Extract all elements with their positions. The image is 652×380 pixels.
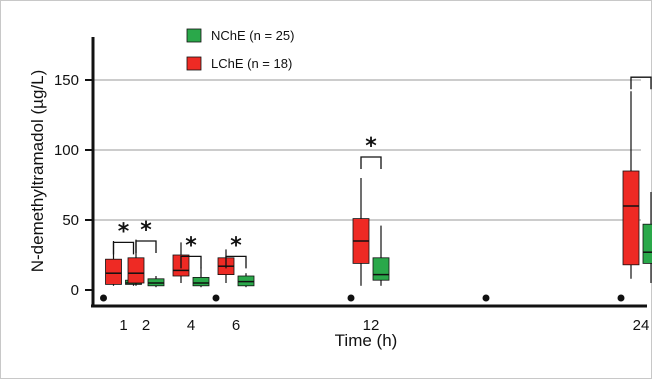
significance-star-2: * — [140, 218, 152, 243]
legend-label-nche: NChE (n = 25) — [211, 28, 294, 43]
bracket-24 — [630, 76, 652, 90]
legend-swatch-lche — [186, 56, 202, 71]
y-axis-title: N-demethyltramadol (µg/L) — [28, 70, 47, 273]
significance-star-4: * — [185, 233, 197, 258]
x-axis-title: Time (h) — [335, 331, 398, 350]
baseline-dot-24 — [617, 294, 625, 302]
x-tick-label-4: 4 — [187, 317, 195, 334]
x-tick-label-6: 6 — [232, 317, 240, 334]
nche-box-4 — [192, 276, 210, 287]
bracket-6 — [225, 255, 247, 269]
significance-star-1: * — [118, 219, 130, 244]
significance-star-12: * — [365, 134, 377, 159]
baseline-dot-1 — [100, 294, 107, 302]
x-tick-label-24: 24 — [633, 317, 650, 334]
x-tick-label-12: 12 — [363, 317, 380, 334]
x-tick-label-2: 2 — [142, 317, 150, 334]
legend-swatch-nche — [186, 28, 202, 43]
bracket-4 — [180, 255, 202, 269]
y-tick-label-50: 50 — [62, 212, 79, 229]
bracket-12 — [360, 156, 382, 169]
baseline-dot-6 — [212, 294, 220, 302]
lche-box-1 — [105, 258, 122, 285]
nche-box-24 — [642, 223, 652, 264]
nche-box-12 — [372, 257, 390, 281]
y-tick-label-100: 100 — [54, 142, 79, 159]
lche-box-24 — [622, 170, 640, 266]
legend-label-lche: LChE (n = 18) — [211, 56, 292, 71]
y-tick-label-0: 0 — [71, 282, 79, 299]
baseline-dot-18 — [482, 294, 490, 302]
lche-box-2 — [127, 257, 145, 284]
significance-star-6: * — [230, 233, 242, 258]
baseline-dot-12 — [347, 294, 355, 302]
y-tick-label-150: 150 — [54, 72, 79, 89]
bracket-2 — [135, 240, 157, 253]
x-tick-label-1: 1 — [119, 317, 127, 334]
bracket-1 — [112, 241, 135, 255]
